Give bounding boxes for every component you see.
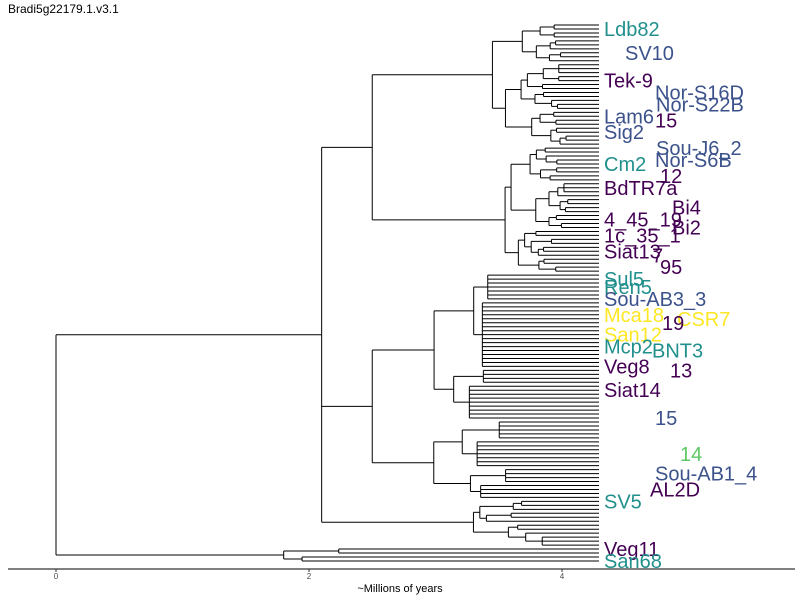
x-tick-label: 4 xyxy=(560,572,565,581)
tip-label: Ldb82 xyxy=(604,19,660,41)
tip-label: 13 xyxy=(670,360,692,382)
tip-label: AL2D xyxy=(650,479,700,501)
x-tick-label: 0 xyxy=(54,572,59,581)
tip-label: San68 xyxy=(604,551,662,573)
tip-label: 12 xyxy=(660,166,682,188)
tip-label: BNT3 xyxy=(652,341,703,363)
tip-label: Mca18 xyxy=(604,305,664,327)
tip-label: SV10 xyxy=(625,43,674,65)
chart-title: Bradi5g22179.1.v3.1 xyxy=(8,2,119,16)
tip-label: Veg11 xyxy=(604,539,659,561)
tip-label: Sou-AB3_3 xyxy=(604,289,706,311)
tip-label: CSR7 xyxy=(677,309,730,331)
tip-label: Cm2 xyxy=(604,154,646,176)
tip-label: SV5 xyxy=(604,491,642,513)
x-tick-label: 2 xyxy=(307,572,312,581)
tip-label: 14 xyxy=(680,444,702,466)
tip-label: Nor-S22B xyxy=(656,94,744,116)
x-axis-label: ~Millions of years xyxy=(357,583,443,595)
tip-label: 15 xyxy=(655,110,677,132)
tip-label: San12 xyxy=(604,325,662,347)
tip-label: 1c_35_1 xyxy=(604,225,681,247)
tip-label: 7 xyxy=(652,245,663,267)
tip-label: BdTR7a xyxy=(604,178,678,200)
tip-label: Siat14 xyxy=(604,380,661,402)
tip-label: Bi2 xyxy=(672,217,701,239)
tip-label: Ren5 xyxy=(604,277,652,299)
tip-label: 19 xyxy=(662,313,684,335)
tip-label: Lam6 xyxy=(604,106,654,128)
tip-label: Bi4 xyxy=(672,198,701,220)
tip-label: Mcp2 xyxy=(604,337,653,359)
tip-label: Sou-J6_2 xyxy=(656,138,742,160)
tip-label: Sou-AB1_4 xyxy=(655,464,757,486)
tip-label: Veg8 xyxy=(604,356,650,378)
tip-label: Siat13 xyxy=(604,241,661,263)
tip-label: 4_45_19 xyxy=(604,210,682,232)
tip-label: Sig2 xyxy=(604,122,644,144)
tip-label: Nor-S16D xyxy=(655,82,744,104)
tip-label: Nor-S6B xyxy=(655,150,732,172)
tip-label: 95 xyxy=(660,257,682,279)
tip-label: Tek-9 xyxy=(604,71,653,93)
tip-label: 15 xyxy=(655,408,677,430)
tip-label: Sul5 xyxy=(604,269,644,291)
